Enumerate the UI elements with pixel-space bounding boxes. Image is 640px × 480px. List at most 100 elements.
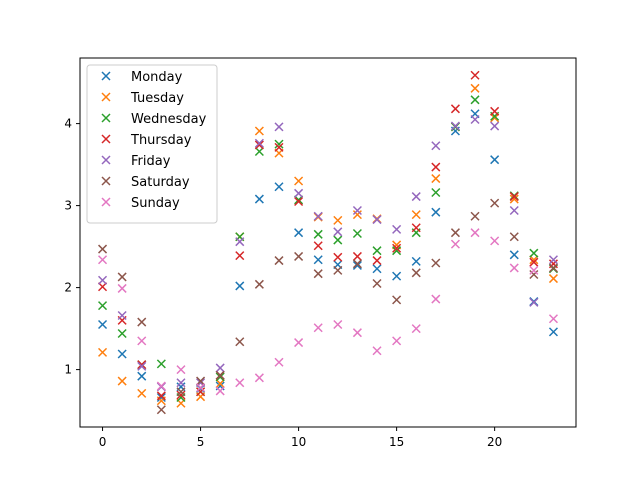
- legend-label: Friday: [131, 154, 171, 169]
- data-point: [254, 279, 264, 289]
- data-point: [352, 259, 362, 269]
- data-point: [137, 317, 147, 327]
- data-point: [529, 269, 539, 280]
- data-point: [215, 386, 225, 396]
- legend-item: Saturday: [101, 175, 190, 190]
- data-point: [137, 361, 147, 371]
- data-point: [313, 269, 323, 279]
- legend-item: Friday: [101, 154, 171, 169]
- data-point: [431, 174, 441, 184]
- data-point: [215, 363, 225, 373]
- data-point: [411, 324, 421, 334]
- data-point: [411, 268, 421, 278]
- data-point: [548, 327, 558, 337]
- data-point: [490, 198, 500, 208]
- data-point: [470, 114, 480, 125]
- data-point: [509, 192, 519, 202]
- legend-item: Wednesday: [101, 112, 207, 127]
- legend-item: Monday: [101, 70, 183, 85]
- data-point: [137, 371, 147, 381]
- data-point: [215, 370, 225, 380]
- data-point: [313, 255, 323, 265]
- data-point: [294, 176, 304, 186]
- data-point: [352, 228, 362, 239]
- data-point: [294, 338, 304, 348]
- x-tick-label: 15: [389, 435, 404, 449]
- data-point: [509, 194, 519, 204]
- data-point: [431, 258, 441, 268]
- data-point: [156, 392, 166, 403]
- axis-ticks: 0 5 10 15 20 1 2 3 4: [64, 117, 502, 449]
- data-point: [215, 379, 225, 389]
- data-point: [254, 126, 264, 136]
- data-point: [392, 246, 402, 256]
- y-tick-label: 1: [64, 363, 72, 377]
- data-point: [274, 182, 284, 192]
- legend-marker: [101, 134, 111, 144]
- data-point: [372, 264, 382, 274]
- data-point: [313, 211, 323, 221]
- data-point: [548, 263, 558, 273]
- y-tick-label: 2: [64, 281, 72, 295]
- data-point: [470, 83, 480, 93]
- data-point: [509, 263, 519, 273]
- data-point: [137, 388, 147, 398]
- legend-item: Tuesday: [101, 91, 184, 106]
- data-point: [235, 281, 245, 291]
- data-point: [176, 378, 186, 388]
- data-point: [450, 104, 460, 114]
- data-point: [333, 227, 343, 237]
- data-point: [98, 301, 108, 311]
- data-point: [235, 251, 245, 261]
- data-point: [490, 236, 500, 246]
- x-tick-label: 20: [487, 435, 502, 449]
- data-point: [333, 319, 343, 330]
- x-tick-label: 5: [197, 435, 205, 449]
- data-point: [254, 146, 264, 157]
- data-point: [235, 237, 245, 247]
- data-point: [490, 106, 500, 116]
- data-point: [548, 255, 558, 265]
- data-point: [470, 70, 480, 80]
- data-points: [98, 70, 558, 415]
- data-point: [490, 155, 500, 165]
- data-point: [254, 138, 264, 148]
- data-point: [352, 251, 362, 261]
- legend-label: Sunday: [131, 196, 180, 211]
- y-tick-label: 3: [64, 199, 72, 213]
- data-point: [156, 405, 166, 415]
- data-point: [117, 283, 127, 293]
- y-tick-label: 4: [64, 117, 72, 131]
- data-point: [98, 319, 108, 330]
- legend-marker: [101, 176, 111, 186]
- data-point: [529, 297, 539, 307]
- data-point: [98, 244, 108, 254]
- data-point: [274, 357, 284, 367]
- data-point: [137, 360, 147, 370]
- data-point: [235, 378, 245, 388]
- plot-frame: [79, 57, 577, 428]
- legend: Monday Tuesday Wednesday Thursday Friday Satu…: [86, 64, 218, 224]
- data-point: [392, 295, 402, 305]
- data-point: [372, 346, 382, 356]
- data-point: [352, 210, 362, 220]
- data-point: [254, 194, 264, 204]
- data-point: [548, 274, 558, 284]
- data-point: [274, 139, 284, 149]
- series-sunday: [98, 228, 558, 396]
- data-point: [450, 239, 460, 249]
- data-point: [294, 188, 304, 198]
- data-point: [548, 259, 558, 269]
- data-point: [470, 95, 480, 105]
- legend-label: Wednesday: [131, 112, 207, 127]
- data-point: [431, 294, 441, 304]
- data-point: [411, 223, 421, 233]
- data-point: [294, 228, 304, 238]
- data-point: [431, 141, 441, 151]
- data-point: [431, 187, 441, 198]
- data-point: [117, 376, 127, 386]
- data-point: [274, 122, 284, 132]
- data-point: [235, 337, 245, 347]
- legend-label: Tuesday: [130, 91, 184, 106]
